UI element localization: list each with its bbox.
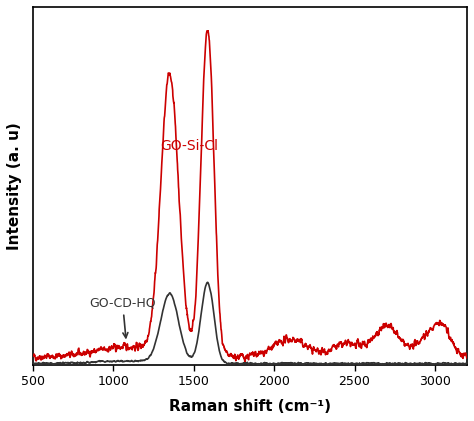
Text: GO-Si-Cl: GO-Si-Cl — [160, 139, 218, 153]
X-axis label: Raman shift (cm⁻¹): Raman shift (cm⁻¹) — [169, 399, 331, 414]
Text: GO-CD-HQ: GO-CD-HQ — [89, 297, 156, 338]
Y-axis label: Intensity (a. u): Intensity (a. u) — [7, 122, 22, 250]
